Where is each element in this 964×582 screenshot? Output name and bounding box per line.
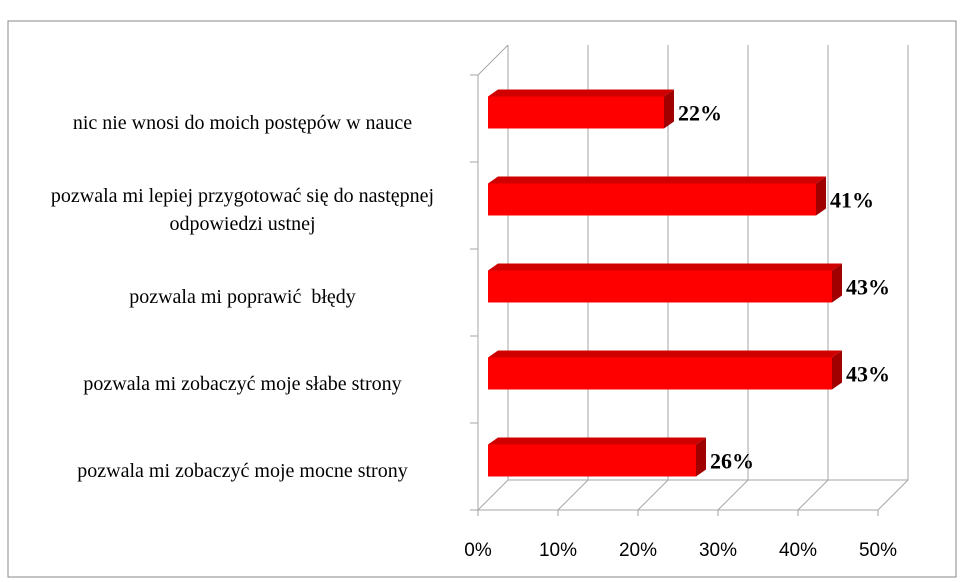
axis-line [477,44,509,76]
bar [488,96,664,129]
value-label: 43% [846,275,890,300]
bar-side [696,437,706,477]
bar [488,444,696,477]
value-label: 43% [846,362,890,387]
x-tick-label: 30% [699,540,737,561]
bar-top [488,263,842,271]
value-label: 22% [678,101,722,126]
bar-side [832,350,842,390]
value-label: 41% [830,188,874,213]
x-tick-label: 0% [464,540,492,561]
value-label: 26% [710,449,754,474]
bar-side [664,89,674,129]
bar-top [488,176,826,184]
category-label: nic nie wnosi do moich postępów w nauce [72,111,413,134]
bar-side [816,176,826,216]
bar-top [488,437,706,445]
grid-line [557,479,589,511]
category-label: pozwala mi zobaczyć moje mocne strony [77,459,408,482]
category-label: pozwala mi zobaczyć moje słabe strony [83,372,402,395]
bar-side [832,263,842,303]
category-label: pozwala mi poprawić błędy [129,285,356,308]
x-tick-label: 20% [619,540,657,561]
category-label: pozwala mi lepiej przygotować się do nas… [50,184,440,235]
grid-line [477,479,509,511]
bar-top [488,89,674,97]
bar [488,183,816,216]
grid-line [877,479,909,511]
x-tick-label: 50% [859,540,897,561]
grid-line [797,479,829,511]
bar [488,270,832,303]
x-tick-label: 10% [539,540,577,561]
bar-top [488,350,842,358]
grid-line [717,479,749,511]
grid-line [637,479,669,511]
x-tick-label: 40% [779,540,817,561]
bar [488,357,832,390]
